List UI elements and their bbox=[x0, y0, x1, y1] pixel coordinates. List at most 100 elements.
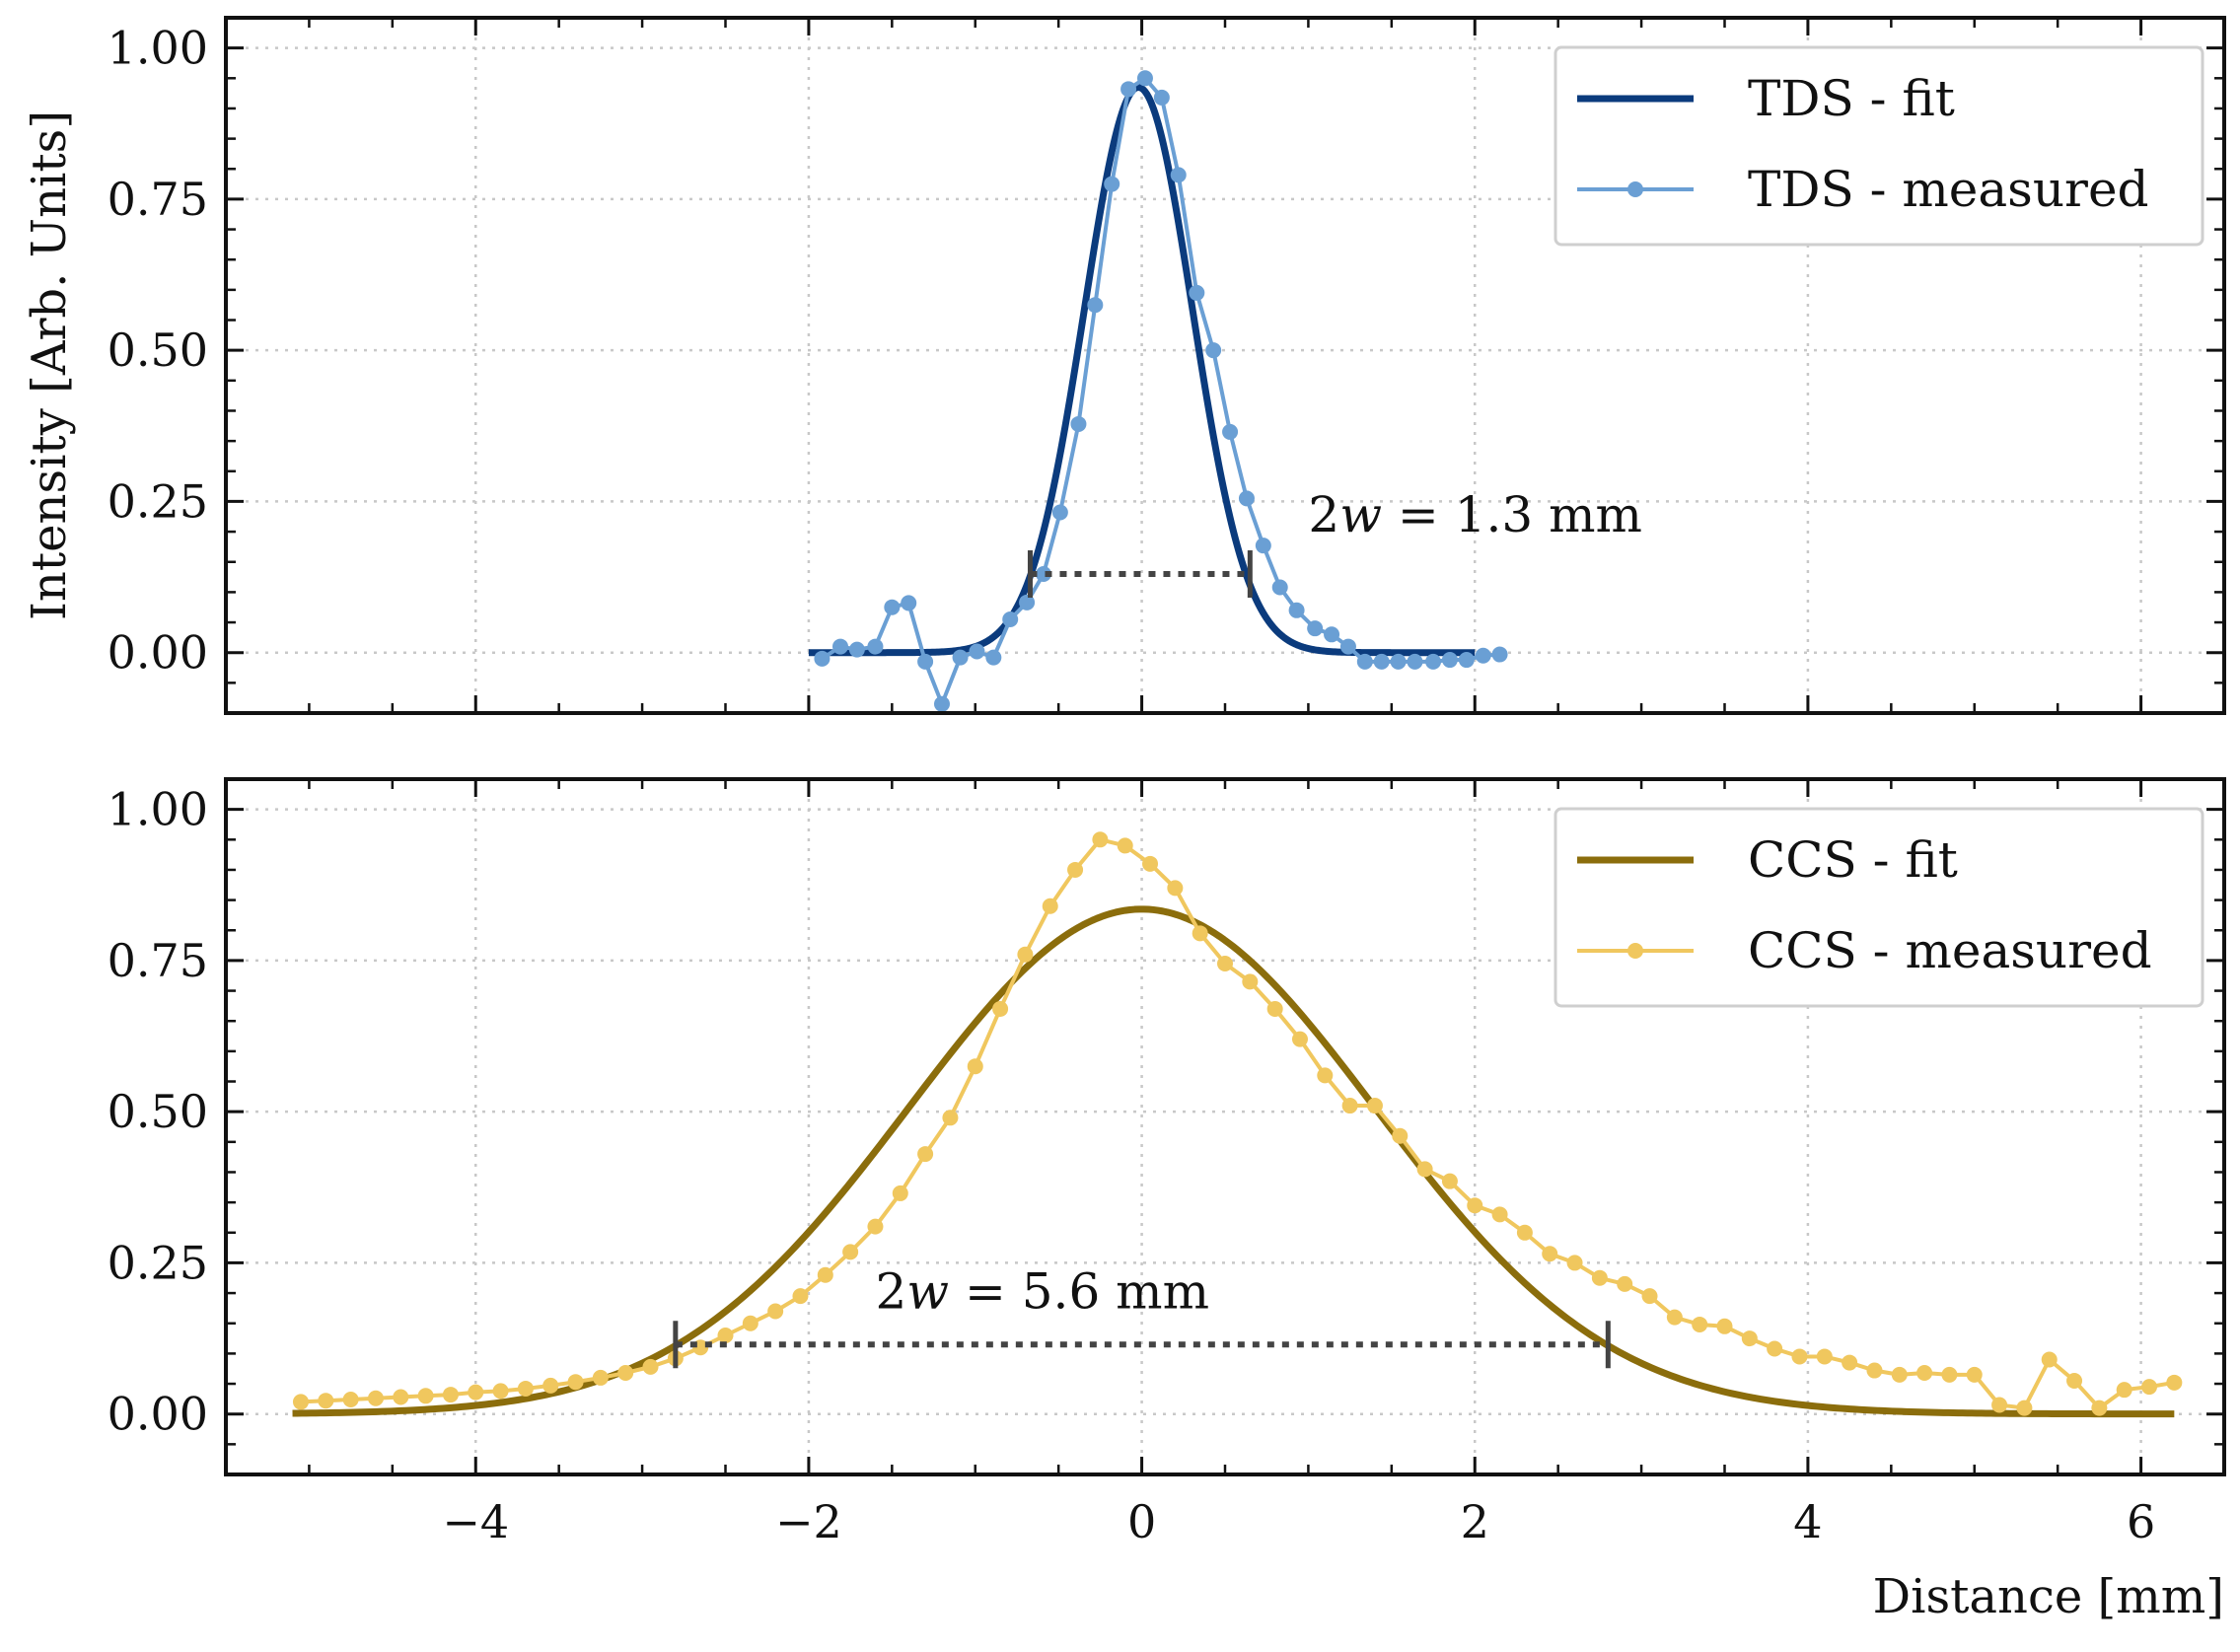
data-point bbox=[1339, 638, 1356, 655]
data-point bbox=[933, 695, 950, 712]
x-tick-label: 2 bbox=[1461, 1495, 1489, 1548]
data-point bbox=[2066, 1372, 2083, 1389]
data-point bbox=[1816, 1348, 1833, 1365]
x-tick-label: −4 bbox=[442, 1495, 509, 1548]
data-point bbox=[1324, 626, 1340, 643]
top-panel: 2w = 1.3 mm 0.00 0.25 0.50 0.75 1.00 Intensity… bbox=[22, 16, 2226, 715]
data-point bbox=[767, 1303, 784, 1320]
y-tick-label: 0.75 bbox=[108, 173, 208, 226]
data-point bbox=[1791, 1348, 1808, 1365]
data-point bbox=[1291, 1031, 1308, 1047]
data-point bbox=[742, 1315, 759, 1331]
annotation-variable: w bbox=[1339, 486, 1382, 543]
data-point bbox=[1255, 538, 1271, 554]
data-point bbox=[517, 1380, 534, 1397]
data-point bbox=[1288, 602, 1305, 618]
plot-area bbox=[807, 70, 1508, 712]
data-point bbox=[1266, 1000, 1283, 1017]
data-point bbox=[617, 1365, 634, 1382]
data-point bbox=[592, 1369, 609, 1386]
data-point bbox=[1416, 1161, 1433, 1178]
data-point bbox=[1217, 955, 1233, 971]
data-point bbox=[1941, 1366, 1958, 1383]
y-tick-label: 0.50 bbox=[108, 1085, 208, 1138]
x-tick-label: 6 bbox=[2127, 1495, 2155, 1548]
data-point bbox=[1317, 1067, 1334, 1084]
data-point bbox=[1092, 831, 1109, 848]
data-point bbox=[942, 1110, 959, 1126]
data-point bbox=[967, 1058, 983, 1075]
y-tick-label: 0.00 bbox=[108, 1388, 208, 1441]
x-tick-label: 4 bbox=[1793, 1495, 1822, 1548]
data-point bbox=[1475, 647, 1491, 664]
data-point bbox=[2041, 1351, 2058, 1368]
data-point bbox=[1491, 1206, 1508, 1223]
data-point bbox=[831, 638, 848, 655]
data-point bbox=[318, 1393, 334, 1409]
data-point bbox=[848, 641, 865, 658]
legend-label: CCS - measured bbox=[1748, 922, 2152, 979]
legend-box bbox=[1554, 807, 2204, 1008]
data-point bbox=[1966, 1366, 1983, 1383]
y-tick-label: 0.75 bbox=[108, 934, 208, 987]
data-point bbox=[1087, 297, 1104, 314]
legend-marker bbox=[1627, 943, 1643, 959]
data-point bbox=[884, 599, 901, 615]
y-tick-label: 0.50 bbox=[108, 323, 208, 377]
data-point bbox=[1441, 652, 1458, 669]
data-point bbox=[567, 1374, 584, 1391]
data-point bbox=[842, 1244, 859, 1260]
legend-marker bbox=[1627, 181, 1643, 197]
annotation-prefix: 2 bbox=[1308, 486, 1339, 543]
data-point bbox=[1392, 1127, 1409, 1144]
measured-line bbox=[821, 76, 1500, 706]
data-point bbox=[1767, 1340, 1783, 1357]
annotation-value: = 5.6 mm bbox=[949, 1262, 1209, 1320]
annotation-value: = 1.3 mm bbox=[1382, 486, 1642, 543]
data-point bbox=[1242, 973, 1259, 990]
data-point bbox=[992, 1000, 1009, 1017]
data-point bbox=[985, 649, 1002, 666]
data-point bbox=[1019, 594, 1036, 611]
data-point bbox=[1067, 861, 1084, 878]
data-point bbox=[1104, 176, 1120, 192]
y-tick-label: 0.00 bbox=[108, 626, 208, 680]
data-point bbox=[1467, 1197, 1483, 1214]
data-point bbox=[1153, 89, 1170, 106]
data-point bbox=[1307, 620, 1324, 637]
y-tick-label: 0.25 bbox=[108, 474, 208, 528]
data-point bbox=[417, 1388, 434, 1404]
data-point bbox=[1692, 1316, 1708, 1332]
data-point bbox=[792, 1288, 809, 1305]
data-point bbox=[1891, 1366, 1908, 1383]
data-point bbox=[1205, 342, 1222, 359]
data-point bbox=[542, 1377, 559, 1394]
width-annotation: 2w = 5.6 mm bbox=[875, 1262, 1209, 1320]
data-point bbox=[1666, 1309, 1683, 1326]
measured-line bbox=[300, 837, 2175, 1410]
data-point bbox=[1716, 1318, 1733, 1334]
data-point bbox=[1136, 70, 1153, 87]
data-point bbox=[2141, 1379, 2158, 1396]
data-point bbox=[1170, 167, 1187, 183]
data-point bbox=[1617, 1275, 1633, 1292]
data-point bbox=[1641, 1288, 1658, 1305]
plot-area bbox=[292, 831, 2183, 1418]
data-point bbox=[1441, 1173, 1458, 1189]
data-point bbox=[2166, 1374, 2183, 1391]
data-point bbox=[901, 595, 917, 611]
data-point bbox=[1591, 1269, 1608, 1286]
data-point bbox=[1516, 1224, 1533, 1241]
data-point bbox=[342, 1391, 359, 1407]
data-point bbox=[1002, 611, 1019, 627]
fit-curve bbox=[807, 84, 1478, 657]
data-point bbox=[867, 638, 884, 655]
y-axis-label: Intensity [Arb. Units] bbox=[22, 110, 77, 620]
data-point bbox=[1566, 1255, 1583, 1271]
data-point bbox=[292, 1394, 309, 1410]
data-point bbox=[1741, 1330, 1758, 1347]
data-point bbox=[1542, 1246, 1558, 1262]
data-point bbox=[1991, 1397, 2008, 1413]
data-point bbox=[1189, 284, 1205, 301]
data-point bbox=[1407, 653, 1423, 670]
